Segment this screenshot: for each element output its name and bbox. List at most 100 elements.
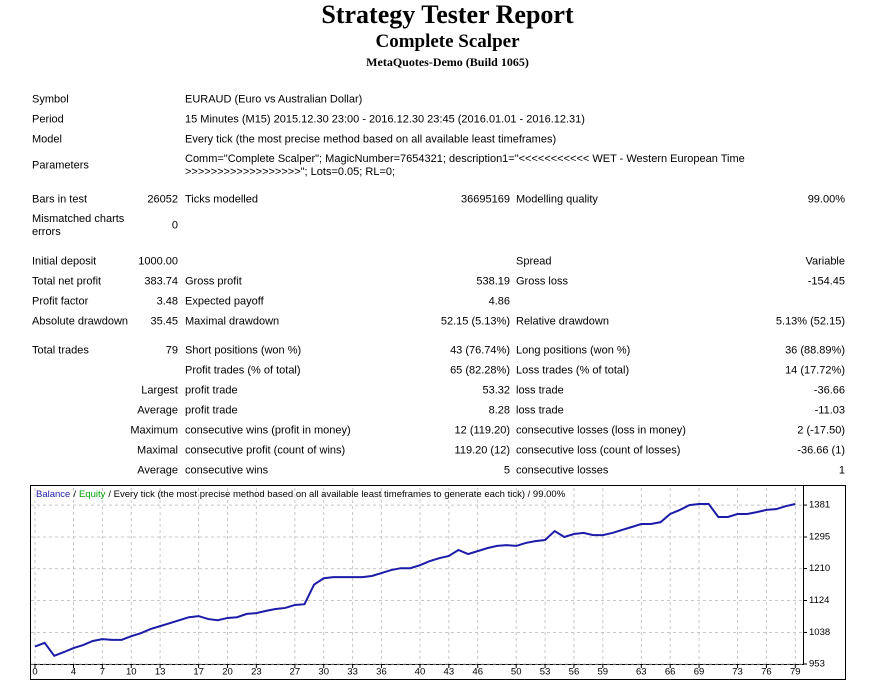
cell: loss trade <box>516 405 564 418</box>
chart-frame <box>30 485 846 680</box>
cell: 5.13% (52.15) <box>776 316 845 329</box>
cell-text: 65 (82.28%) <box>450 364 510 377</box>
cell-text: loss trade <box>516 384 564 397</box>
cell-text: Maximal <box>137 444 178 457</box>
cell-text: Model <box>32 133 62 146</box>
cell-text: >>>>>>>>>>>>>>>>>>"; Lots=0.05; RL=0; <box>185 166 396 178</box>
cell-text: consecutive losses <box>516 464 609 477</box>
cell: profit trade <box>185 385 238 398</box>
cell-text: -11.03 <box>814 404 845 417</box>
cell: consecutive losses <box>516 465 608 478</box>
cell: Average <box>137 405 178 418</box>
x-tick-label: 50 <box>511 667 522 678</box>
cell-text: 15 Minutes (M15) 2015.12.30 23:00 - 2016… <box>185 113 585 126</box>
x-tick-label: 63 <box>636 667 647 678</box>
x-tick-label: 30 <box>318 667 329 678</box>
cell: loss trade <box>516 385 564 398</box>
cell-text: Loss trades (% of total) <box>516 364 630 377</box>
cell: Average <box>137 465 178 478</box>
legend-entry: Equity <box>79 489 106 500</box>
cell: Maximal drawdown <box>185 316 279 329</box>
cell-text: loss trade <box>516 404 564 417</box>
x-tick-label: 73 <box>732 667 743 678</box>
cell: Total net profit <box>32 276 101 289</box>
cell-text: 79 <box>165 344 178 357</box>
cell-text: 52.15 (5.13%) <box>440 315 510 328</box>
cell: Expected payoff <box>185 296 264 309</box>
cell: consecutive wins <box>185 465 268 478</box>
cell: Mismatched charts errors <box>32 213 124 239</box>
cell-text: 14 (17.72%) <box>785 364 845 377</box>
cell-text: 383.74 <box>144 275 178 288</box>
cell: 26052 <box>147 194 178 207</box>
balance-line <box>34 502 796 658</box>
cell: 35.45 <box>150 316 178 329</box>
cell-text: Largest <box>141 384 178 397</box>
cell: 383.74 <box>144 276 178 289</box>
cell-text: 4.86 <box>488 295 510 308</box>
cell-text: consecutive wins <box>185 464 269 477</box>
cell-text: 5 <box>503 464 510 477</box>
cell: 2 (-17.50) <box>797 425 845 438</box>
cell-text: Variable <box>805 255 845 268</box>
cell-text: 26052 <box>147 193 178 206</box>
cell: Ticks modelled <box>185 194 258 207</box>
cell-text: consecutive losses (loss in money) <box>516 424 686 437</box>
cell: Profit trades (% of total) <box>185 365 301 378</box>
x-tick-label: 46 <box>472 667 483 678</box>
cell-text: 538.19 <box>476 275 510 288</box>
cell: Model <box>32 134 62 147</box>
cell: 65 (82.28%) <box>450 365 510 378</box>
cell-text: Period <box>32 113 64 126</box>
cell: -36.66 (1) <box>797 445 845 458</box>
cell-text: 2 (-17.50) <box>797 424 845 437</box>
cell-text: Short positions (won %) <box>185 344 302 357</box>
x-tick-label: 20 <box>222 667 233 678</box>
cell-text: Expected payoff <box>185 295 264 308</box>
x-tick-label: 7 <box>100 667 105 678</box>
cell: -154.45 <box>808 276 845 289</box>
cell-text: 8.28 <box>488 404 510 417</box>
x-tick-label: 53 <box>540 667 551 678</box>
cell: Profit factor <box>32 296 88 309</box>
legend-separator: / <box>73 489 76 500</box>
cell: 1 <box>839 465 845 478</box>
cell-text: Spread <box>516 255 552 268</box>
cell: 1000.00 <box>138 256 178 269</box>
cell: Largest <box>141 385 178 398</box>
cell: 4.86 <box>489 296 510 309</box>
cell: 538.19 <box>476 276 510 289</box>
cell-text: -36.66 <box>813 384 845 397</box>
cell-text: 36695169 <box>461 193 510 206</box>
cell-text: EURAUD (Euro vs Australian Dollar) <box>185 93 363 106</box>
cell-text: Ticks modelled <box>185 193 258 206</box>
cell: 0 <box>172 220 178 233</box>
cell-text: Total net profit <box>32 275 102 288</box>
cell: 5 <box>504 465 510 478</box>
cell: Period <box>32 114 64 127</box>
cell: 79 <box>166 345 178 358</box>
cell: 36 (88.89%) <box>785 345 845 358</box>
y-tick-label: 1381 <box>809 500 830 511</box>
cell-text: consecutive loss (count of losses) <box>516 444 681 457</box>
cell: Loss trades (% of total) <box>516 365 629 378</box>
cell: Gross loss <box>516 276 568 289</box>
cell: Parameters <box>32 160 89 173</box>
cell: Absolute drawdown <box>32 316 128 329</box>
cell-text: 35.45 <box>150 315 178 328</box>
cell-text: 53.32 <box>482 384 510 397</box>
cell: Maximum <box>130 425 178 438</box>
x-tick-label: 59 <box>598 667 609 678</box>
y-tick-label: 1210 <box>809 563 830 574</box>
cell: 99.00% <box>808 194 845 207</box>
cell: Long positions (won %) <box>516 345 630 358</box>
cell-text: Comm="Complete Scalper"; MagicNumber=765… <box>185 153 745 165</box>
cell-text: Mismatched charts <box>32 213 125 225</box>
cell-text: 0 <box>171 219 178 232</box>
cell-text: Long positions (won %) <box>516 344 631 357</box>
cell-text: Parameters <box>32 159 89 172</box>
cell-text: profit trade <box>185 404 238 417</box>
cell: Every tick (the most precise method base… <box>185 134 556 147</box>
legend-entry: Balance <box>36 489 70 500</box>
